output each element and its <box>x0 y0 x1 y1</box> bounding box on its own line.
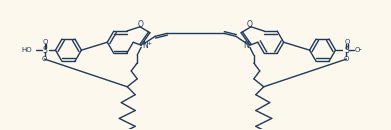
Text: N: N <box>243 41 249 50</box>
Text: N: N <box>142 41 148 50</box>
Text: +: + <box>147 41 152 46</box>
Text: O: O <box>344 56 349 62</box>
Text: HO: HO <box>21 47 32 53</box>
Text: S: S <box>344 46 349 55</box>
Text: O: O <box>247 20 253 29</box>
Text: -: - <box>359 45 362 54</box>
Text: O: O <box>138 20 144 29</box>
Text: O: O <box>43 39 48 45</box>
Text: O: O <box>344 39 350 45</box>
Text: O: O <box>355 47 360 53</box>
Text: S: S <box>42 46 47 55</box>
Text: O: O <box>42 56 47 62</box>
